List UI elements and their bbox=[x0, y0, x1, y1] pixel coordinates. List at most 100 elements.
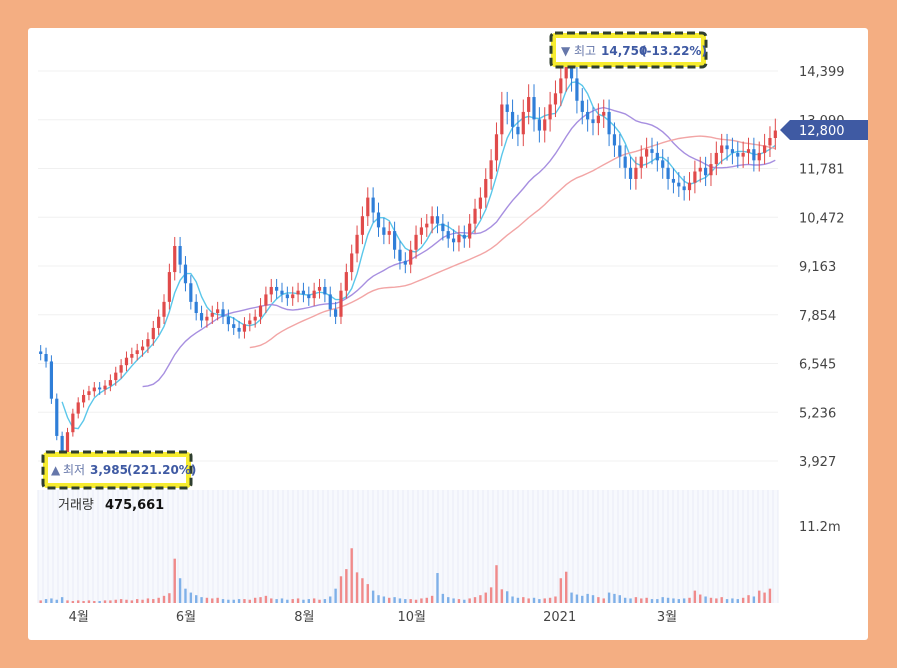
y-tick-label: 3,927 bbox=[799, 455, 836, 470]
volume-bar bbox=[50, 598, 53, 603]
candle-body bbox=[457, 234, 461, 243]
candle-body bbox=[344, 272, 348, 291]
volume-bar bbox=[39, 600, 42, 603]
volume-bar bbox=[404, 599, 407, 603]
volume-bar bbox=[329, 596, 332, 603]
volume-bar bbox=[44, 599, 48, 603]
candle-body bbox=[484, 178, 488, 198]
volume-bar bbox=[672, 598, 675, 603]
candle-body bbox=[366, 197, 370, 217]
volume-bar bbox=[452, 598, 455, 603]
candle-body bbox=[698, 167, 702, 172]
candle-body bbox=[360, 216, 365, 235]
volume-bar bbox=[699, 594, 702, 603]
candle-body bbox=[612, 134, 617, 146]
candle-body bbox=[49, 361, 54, 399]
candle-body bbox=[355, 234, 359, 254]
high-callout: ▼ 최고 14,750 (-13.22%) bbox=[549, 31, 708, 69]
low-label: 최저 bbox=[63, 463, 85, 477]
candle-body bbox=[575, 78, 579, 101]
candle-body bbox=[768, 137, 772, 146]
volume-bar bbox=[296, 598, 300, 603]
low-arrow-icon: ▲ bbox=[51, 463, 61, 477]
volume-bar bbox=[318, 599, 321, 603]
candle-body bbox=[521, 111, 525, 135]
candle-body bbox=[730, 149, 735, 153]
candle-body bbox=[462, 234, 466, 239]
volume-bar bbox=[130, 600, 134, 603]
candle-body bbox=[157, 316, 161, 328]
volume-bar bbox=[98, 601, 101, 603]
volume-bar bbox=[441, 593, 445, 603]
volume-bar bbox=[211, 598, 214, 603]
moving-averages bbox=[61, 81, 776, 430]
y-tick-label: 14,399 bbox=[799, 65, 845, 80]
volume-bar bbox=[194, 595, 198, 603]
candle-body bbox=[773, 130, 777, 138]
volume-bar bbox=[66, 600, 69, 603]
candles bbox=[39, 44, 777, 463]
candle-body bbox=[500, 104, 504, 135]
x-tick-label: 6월 bbox=[176, 610, 196, 625]
volume-bar bbox=[597, 597, 600, 603]
candle-body bbox=[312, 290, 316, 299]
chart-frame: 14,39913,09011,78110,4729,1637,8546,5455… bbox=[28, 28, 868, 640]
x-tick-label: 4월 bbox=[69, 610, 89, 625]
candle-body bbox=[419, 227, 424, 235]
candle-body bbox=[409, 249, 413, 265]
candle-body bbox=[114, 372, 118, 381]
stock-chart: 14,39913,09011,78110,4729,1637,8546,5455… bbox=[37, 31, 868, 625]
candle-body bbox=[425, 223, 429, 228]
volume-bar bbox=[302, 599, 305, 603]
volume-bar bbox=[227, 599, 230, 603]
candle-body bbox=[661, 160, 665, 168]
y-tick-label: 7,854 bbox=[799, 309, 836, 324]
x-tick-label: 8월 bbox=[294, 610, 314, 625]
candle-body bbox=[596, 115, 600, 124]
candle-body bbox=[183, 264, 188, 284]
candle-body bbox=[87, 391, 91, 395]
candle-body bbox=[232, 324, 236, 328]
candle-body bbox=[264, 294, 268, 306]
volume-bar bbox=[393, 597, 396, 603]
candle-body bbox=[623, 156, 627, 168]
volume-bar bbox=[640, 598, 643, 603]
volume-bar bbox=[725, 599, 729, 603]
volume-bar bbox=[516, 597, 520, 603]
candle-body bbox=[301, 290, 306, 295]
y-tick-label: 6,545 bbox=[799, 358, 836, 373]
candle-body bbox=[81, 394, 86, 403]
volume-bar bbox=[345, 569, 348, 603]
candle-body bbox=[248, 320, 252, 325]
volume-bar bbox=[162, 595, 166, 603]
candle-body bbox=[473, 208, 477, 224]
volume-bar bbox=[93, 601, 96, 603]
volume-bar bbox=[366, 584, 369, 603]
candle-body bbox=[189, 283, 193, 302]
price-grid bbox=[38, 70, 778, 462]
candle-body bbox=[586, 111, 590, 120]
volume-bar bbox=[82, 601, 85, 603]
volume-bar bbox=[763, 592, 766, 603]
candle-body bbox=[634, 167, 638, 179]
candle-body bbox=[328, 294, 332, 310]
volume-bar bbox=[479, 595, 482, 603]
volume-bar bbox=[189, 592, 193, 603]
candle-body bbox=[714, 152, 718, 165]
volume-readout: 거래량 475,661 11.2m bbox=[58, 498, 841, 535]
candle-body bbox=[291, 294, 295, 299]
volume-bar bbox=[741, 597, 745, 603]
candle-body bbox=[720, 145, 724, 153]
candle-body bbox=[226, 316, 230, 325]
volume-bar bbox=[146, 598, 150, 603]
volume-bar bbox=[221, 599, 225, 603]
volume-bars bbox=[39, 548, 772, 603]
candle-body bbox=[516, 126, 520, 135]
candle-body bbox=[704, 167, 708, 176]
volume-bar bbox=[136, 599, 139, 603]
volume-bar bbox=[323, 599, 327, 603]
candle-body bbox=[350, 253, 354, 273]
candle-body bbox=[221, 309, 225, 317]
volume-value: 475,661 bbox=[105, 498, 164, 513]
candle-body bbox=[591, 119, 595, 124]
